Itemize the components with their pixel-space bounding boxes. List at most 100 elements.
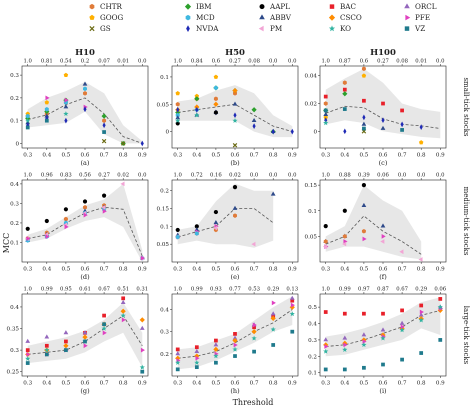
panel-d: 0.3 1.0 0.4 0.96 0.5 0.83 0.6 0.56 0.7 0.27 0.8 0.0… (10, 173, 149, 281)
legend-marker-ko (328, 25, 336, 32)
point-ko (63, 111, 69, 117)
y-tick-label: 0.5 (308, 305, 317, 311)
point-orcl (270, 311, 276, 316)
y-tick-label: 0.05 (157, 102, 170, 108)
point-pfe (45, 234, 50, 239)
point-nvda (252, 123, 256, 129)
x-tick-label: 0.4 (42, 381, 51, 387)
point-bac (64, 339, 68, 344)
point-csco (82, 334, 88, 340)
point-orcl (139, 325, 145, 330)
point-pm (251, 241, 256, 247)
point-bac (400, 108, 404, 113)
top-tick-label: 0.27 (377, 59, 389, 65)
point-vz (342, 107, 347, 111)
point-abbv (361, 202, 367, 207)
point-vz (214, 360, 218, 365)
y-tick-label: 0.1 (10, 240, 19, 246)
legend-label: MCD (196, 13, 215, 22)
point-chtr (83, 91, 87, 96)
x-tick-label: 0.4 (192, 381, 201, 387)
point-chtr (342, 80, 347, 85)
point-abbv (323, 111, 329, 117)
point-mcd (194, 231, 199, 236)
confidence-band (177, 85, 293, 138)
y-tick-label: 0 (15, 141, 19, 147)
subplot-label: (d) (80, 273, 90, 281)
x-tick-label: 0.7 (250, 153, 259, 159)
x-tick-label: 0.7 (398, 381, 407, 387)
point-nvda (271, 128, 275, 135)
point-vz (419, 351, 424, 355)
point-nvda (324, 117, 328, 124)
legend-label: PM (270, 24, 282, 33)
top-tick-label: 0.08 (248, 59, 260, 65)
top-tick-label: 1.0 (24, 173, 33, 179)
point-csco (232, 337, 238, 344)
point-vz (400, 128, 404, 132)
top-tick-label: 0.31 (136, 287, 148, 293)
point-orcl (342, 335, 348, 340)
legend-label: CSCO (340, 13, 362, 22)
top-tick-label: 0.0 (417, 173, 426, 179)
x-tick-label: 0.4 (42, 267, 51, 273)
point-nvda (290, 128, 294, 135)
confidence-band (325, 185, 422, 260)
point-bac (381, 311, 385, 316)
point-nvda (381, 117, 385, 124)
point-chtr (213, 96, 218, 102)
point-gs (101, 138, 107, 144)
point-csco (289, 304, 295, 310)
y-tick-label: 0.3 (308, 338, 317, 344)
x-tick-label: 0.6 (379, 267, 388, 273)
y-tick-label: 0.3 (10, 201, 19, 207)
y-tick-label: 0.35 (7, 327, 20, 333)
point-bac (381, 101, 385, 106)
point-goog (63, 72, 69, 77)
point-bac (194, 345, 199, 350)
point-goog (175, 90, 180, 96)
point-chtr (323, 101, 328, 106)
y-tick-label: 0.4 (308, 322, 317, 328)
point-csco (270, 315, 276, 321)
legend-label: GS (100, 24, 111, 33)
x-tick-label: 0.3 (173, 267, 182, 273)
point-pfe (233, 342, 238, 348)
point-csco (175, 355, 181, 361)
point-mcd (175, 112, 180, 118)
x-tick-label: 0.9 (138, 267, 147, 273)
top-tick-label: 1.0 (322, 173, 331, 179)
y-tick-label: 0.3 (10, 348, 19, 354)
x-tick-label: 0.8 (269, 153, 278, 159)
x-tick-label: 0.7 (250, 381, 259, 387)
point-pfe (271, 300, 276, 306)
point-ko (25, 117, 31, 123)
point-pm (101, 204, 106, 210)
point-nvda (45, 115, 49, 122)
legend: CHTR IBM AAPL BAC ORCL GOOG MCD ABBV CSCO PFE GS NV… (89, 2, 437, 33)
panels: 0.31.00.40.810.50.540.60.20.70.070.80.01… (7, 48, 447, 395)
y-tick-label: 0.25 (7, 370, 20, 376)
x-tick-label: 0.5 (61, 267, 70, 273)
panel-c: 0.3 1.0 0.4 0.87 0.5 0.6 0.6 0.27 0.7 0.08 0.8 0.01… (305, 48, 447, 167)
y-tick-label: 0.2 (10, 96, 19, 102)
point-vz (64, 348, 68, 352)
y-tick-label: 0.04 (305, 74, 318, 80)
y-tick-label: 0.1 (160, 224, 169, 230)
point-chtr (63, 216, 68, 222)
subplot-label: (i) (379, 387, 387, 395)
point-chtr (233, 213, 237, 218)
point-orcl (120, 299, 126, 304)
top-tick-label: 0.29 (267, 287, 279, 293)
point-nvda (362, 114, 366, 121)
x-tick-label: 0.3 (23, 153, 32, 159)
x-tick-label: 0.7 (100, 153, 109, 159)
point-ko (213, 353, 219, 359)
point-gs (120, 141, 126, 146)
y-tick-label: 0.15 (305, 183, 318, 189)
y-tick-label: 0.1 (308, 209, 317, 215)
point-mcd (213, 85, 218, 91)
point-nvda (83, 106, 87, 113)
x-tick-label: 0.5 (211, 381, 220, 387)
top-tick-label: 0.01 (117, 59, 129, 65)
